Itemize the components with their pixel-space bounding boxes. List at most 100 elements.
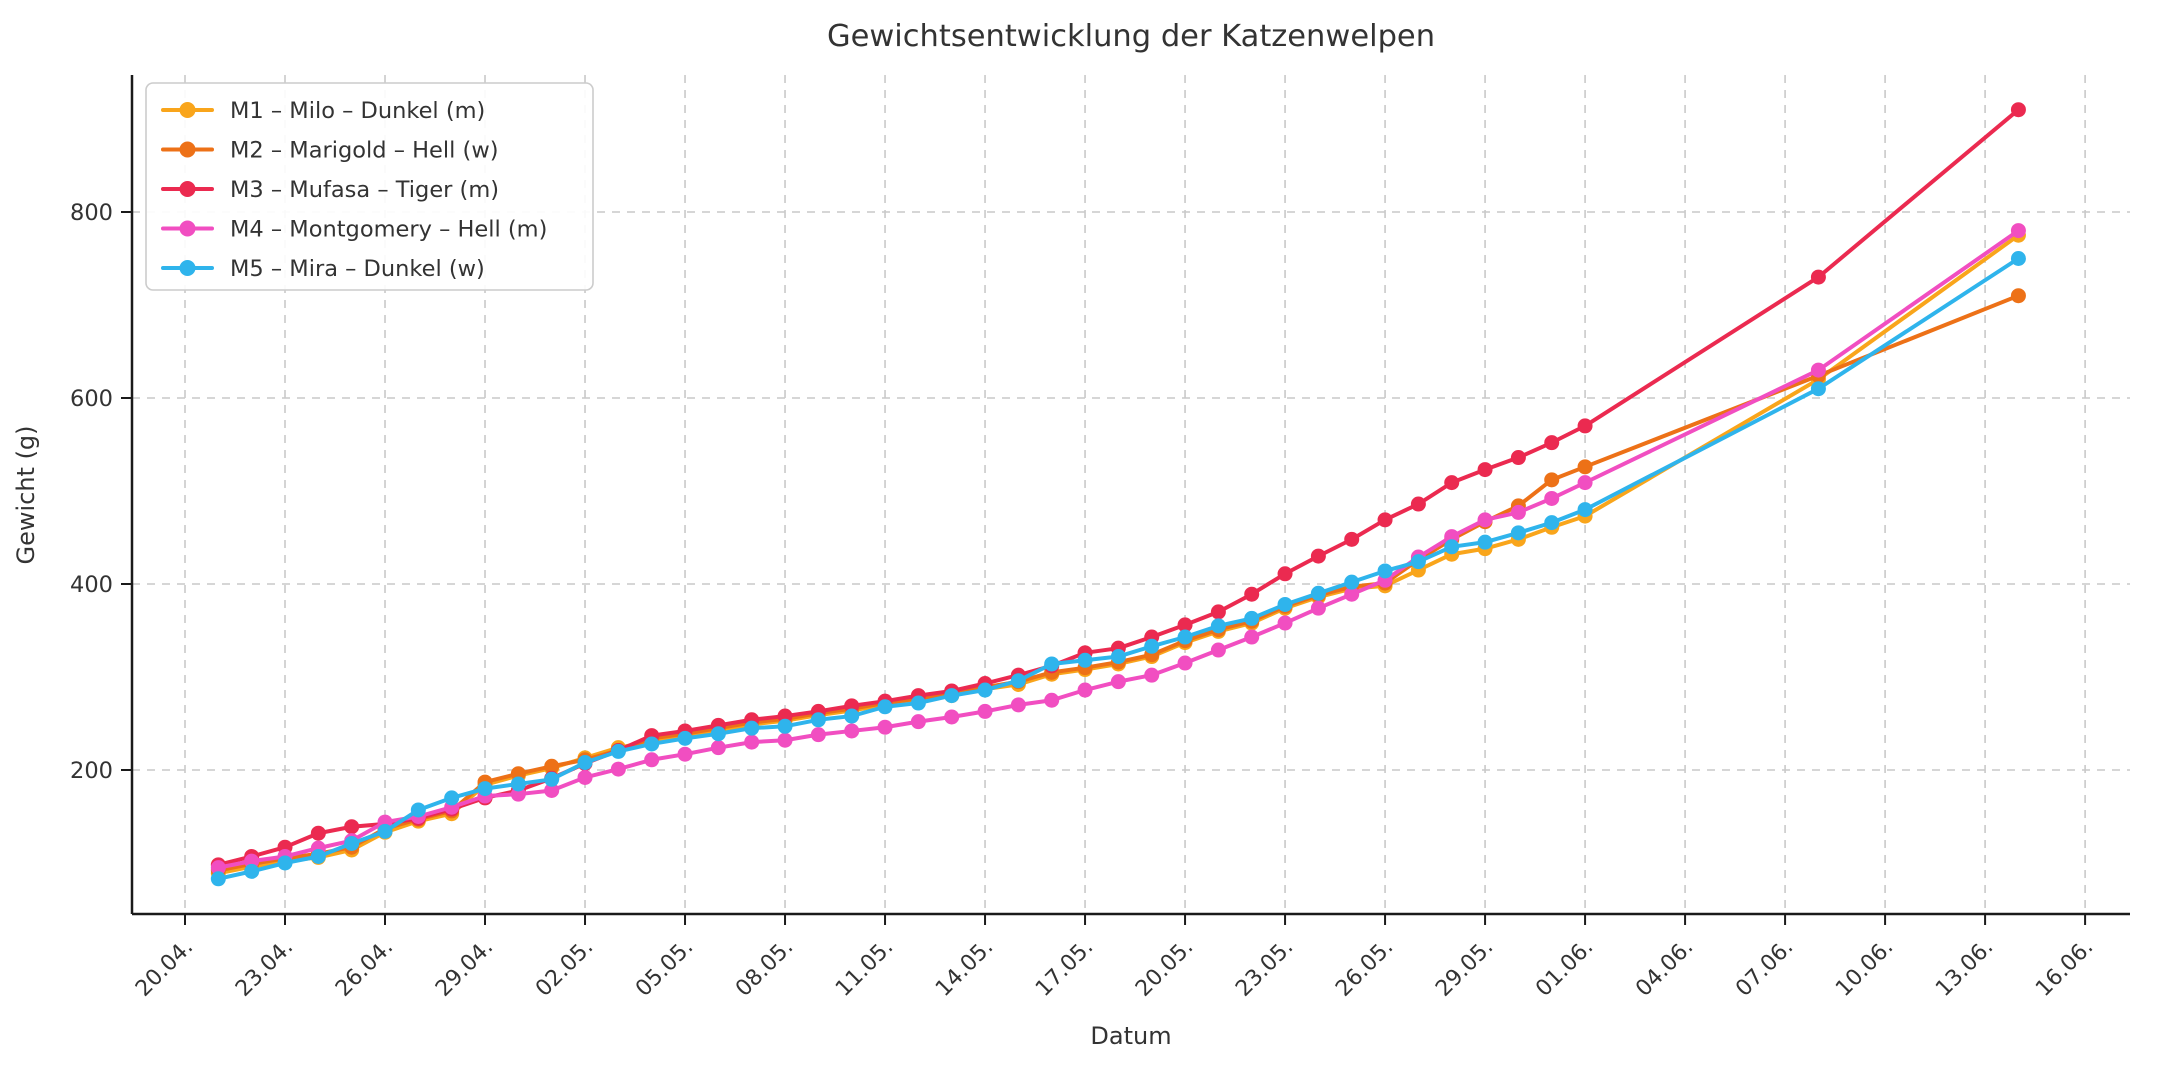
legend-label-M2: M2 – Marigold – Hell (w) [230, 138, 499, 164]
data-point-M5-14.06. [2010, 251, 2026, 266]
legend-item-M2: M2 – Marigold – Hell (w) [161, 138, 499, 164]
data-point-M4-14.06. [2010, 223, 2026, 239]
data-point-M4-01.06. [1577, 475, 1593, 491]
legend-label-M1: M1 – Milo – Dunkel (m) [230, 98, 485, 124]
y-tick-label-600: 600 [70, 386, 113, 412]
data-point-M5-29.05. [1477, 534, 1493, 550]
data-point-M4-22.05. [1244, 629, 1260, 645]
x-axis-label: Datum [1090, 1022, 1171, 1050]
data-point-M5-25.04. [344, 835, 360, 851]
data-point-M4-01.05. [544, 782, 560, 798]
data-point-M4-04.05. [644, 752, 660, 768]
legend-item-M4: M4 – Montgomery – Hell (m) [161, 217, 547, 243]
data-point-M2-01.06. [1577, 459, 1593, 475]
legend-marker-dot-M5 [179, 260, 196, 276]
data-point-M3-25.04. [344, 819, 360, 835]
data-point-M5-01.06. [1577, 502, 1593, 518]
data-point-M4-13.05. [944, 709, 960, 725]
data-point-M5-05.05. [677, 730, 693, 746]
legend-item-M3: M3 – Mufasa – Tiger (m) [161, 177, 499, 203]
data-point-M4-29.05. [1477, 512, 1493, 528]
data-point-M4-02.05. [577, 769, 593, 785]
data-point-M5-06.05. [710, 726, 726, 742]
data-point-M3-24.05. [1310, 548, 1326, 564]
legend-item-M5: M5 – Mira – Dunkel (w) [161, 256, 485, 282]
data-point-M3-30.05. [1510, 450, 1526, 466]
data-point-M5-13.05. [944, 688, 960, 704]
data-point-M5-24.04. [310, 848, 326, 864]
data-point-M3-14.06. [2010, 102, 2026, 118]
data-point-M5-16.05. [1044, 656, 1060, 672]
data-point-M3-26.05. [1377, 512, 1393, 528]
data-point-M4-31.05. [1544, 490, 1560, 506]
data-point-M5-21.05. [1210, 618, 1226, 634]
legend-item-M1: M1 – Milo – Dunkel (m) [161, 98, 485, 124]
x-tick-label-20.04.: 20.04. [131, 935, 198, 1002]
data-point-M4-05.05. [677, 746, 693, 762]
x-tick-label-16.06.: 16.06. [2031, 935, 2098, 1002]
data-point-M4-06.05. [710, 740, 726, 756]
legend-label-M5: M5 – Mira – Dunkel (w) [230, 256, 485, 282]
data-point-M5-26.05. [1377, 563, 1393, 579]
legend: M1 – Milo – Dunkel (m) M2 – Marigold – He… [145, 82, 594, 291]
x-tick-label-20.05.: 20.05. [1131, 935, 1198, 1002]
data-point-M3-23.05. [1277, 566, 1293, 582]
data-point-M4-08.06. [1810, 362, 1826, 378]
x-tick-label-08.05.: 08.05. [731, 935, 798, 1002]
data-point-M5-25.05. [1344, 574, 1360, 590]
data-point-M3-20.05. [1177, 617, 1193, 633]
data-point-M5-11.05. [877, 699, 893, 715]
x-tick-label-26.05.: 26.05. [1331, 935, 1398, 1002]
x-tick-label-14.05.: 14.05. [931, 935, 998, 1002]
y-tick-label-800: 800 [70, 200, 113, 226]
data-point-M5-27.05. [1410, 554, 1426, 570]
x-tick-label-11.05.: 11.05. [831, 935, 898, 1002]
x-tick-label-05.05.: 05.05. [631, 935, 698, 1002]
data-point-M5-17.05. [1077, 652, 1093, 668]
data-point-M4-21.05. [1210, 642, 1226, 658]
x-tick-label-17.05.: 17.05. [1031, 935, 1098, 1002]
data-point-M5-30.05. [1510, 525, 1526, 541]
y-tick-label-400: 400 [70, 572, 113, 598]
data-point-M5-22.04. [244, 863, 260, 879]
data-point-M5-10.05. [844, 708, 860, 724]
data-point-M5-03.05. [610, 743, 626, 759]
data-point-M4-12.05. [910, 714, 926, 730]
legend-marker-dot-M3 [179, 181, 196, 197]
x-tick-label-13.06.: 13.06. [1931, 935, 1998, 1002]
data-point-M4-10.05. [844, 723, 860, 739]
data-point-M4-03.05. [610, 761, 626, 777]
data-point-M2-01.05. [544, 758, 560, 774]
data-point-M5-15.05. [1010, 673, 1026, 689]
data-point-M4-09.05. [810, 727, 826, 743]
data-point-M3-01.06. [1577, 418, 1593, 434]
data-point-M5-02.05. [577, 755, 593, 771]
data-point-M5-28.05. [1444, 539, 1460, 555]
data-point-M3-31.05. [1544, 435, 1560, 451]
data-point-M3-08.06. [1810, 269, 1826, 285]
series-line-M4 [216, 228, 2021, 870]
data-point-M4-14.05. [977, 703, 993, 719]
data-point-M5-31.05. [1544, 515, 1560, 531]
data-point-M5-26.04. [377, 823, 393, 839]
data-point-M2-14.06. [2010, 288, 2026, 304]
data-point-M5-01.05. [544, 771, 560, 787]
data-point-M5-23.05. [1277, 596, 1293, 612]
legend-label-M4: M4 – Montgomery – Hell (m) [230, 217, 547, 243]
data-point-M5-09.05. [810, 712, 826, 728]
data-point-M4-20.05. [1177, 655, 1193, 671]
data-point-M5-07.05. [744, 720, 760, 736]
data-point-M3-22.05. [1244, 586, 1260, 602]
data-point-M4-25.05. [1344, 586, 1360, 602]
legend-box [145, 82, 594, 291]
data-point-M5-30.04. [510, 776, 526, 792]
data-point-M4-18.05. [1110, 674, 1126, 690]
data-point-M4-30.05. [1510, 504, 1526, 520]
data-point-M4-08.05. [777, 732, 793, 748]
data-point-M5-08.05. [777, 718, 793, 734]
x-tick-label-29.05.: 29.05. [1431, 935, 1498, 1002]
y-tick-label-200: 200 [70, 758, 113, 784]
data-point-M3-28.05. [1444, 475, 1460, 491]
data-point-M5-08.06. [1810, 381, 1826, 397]
